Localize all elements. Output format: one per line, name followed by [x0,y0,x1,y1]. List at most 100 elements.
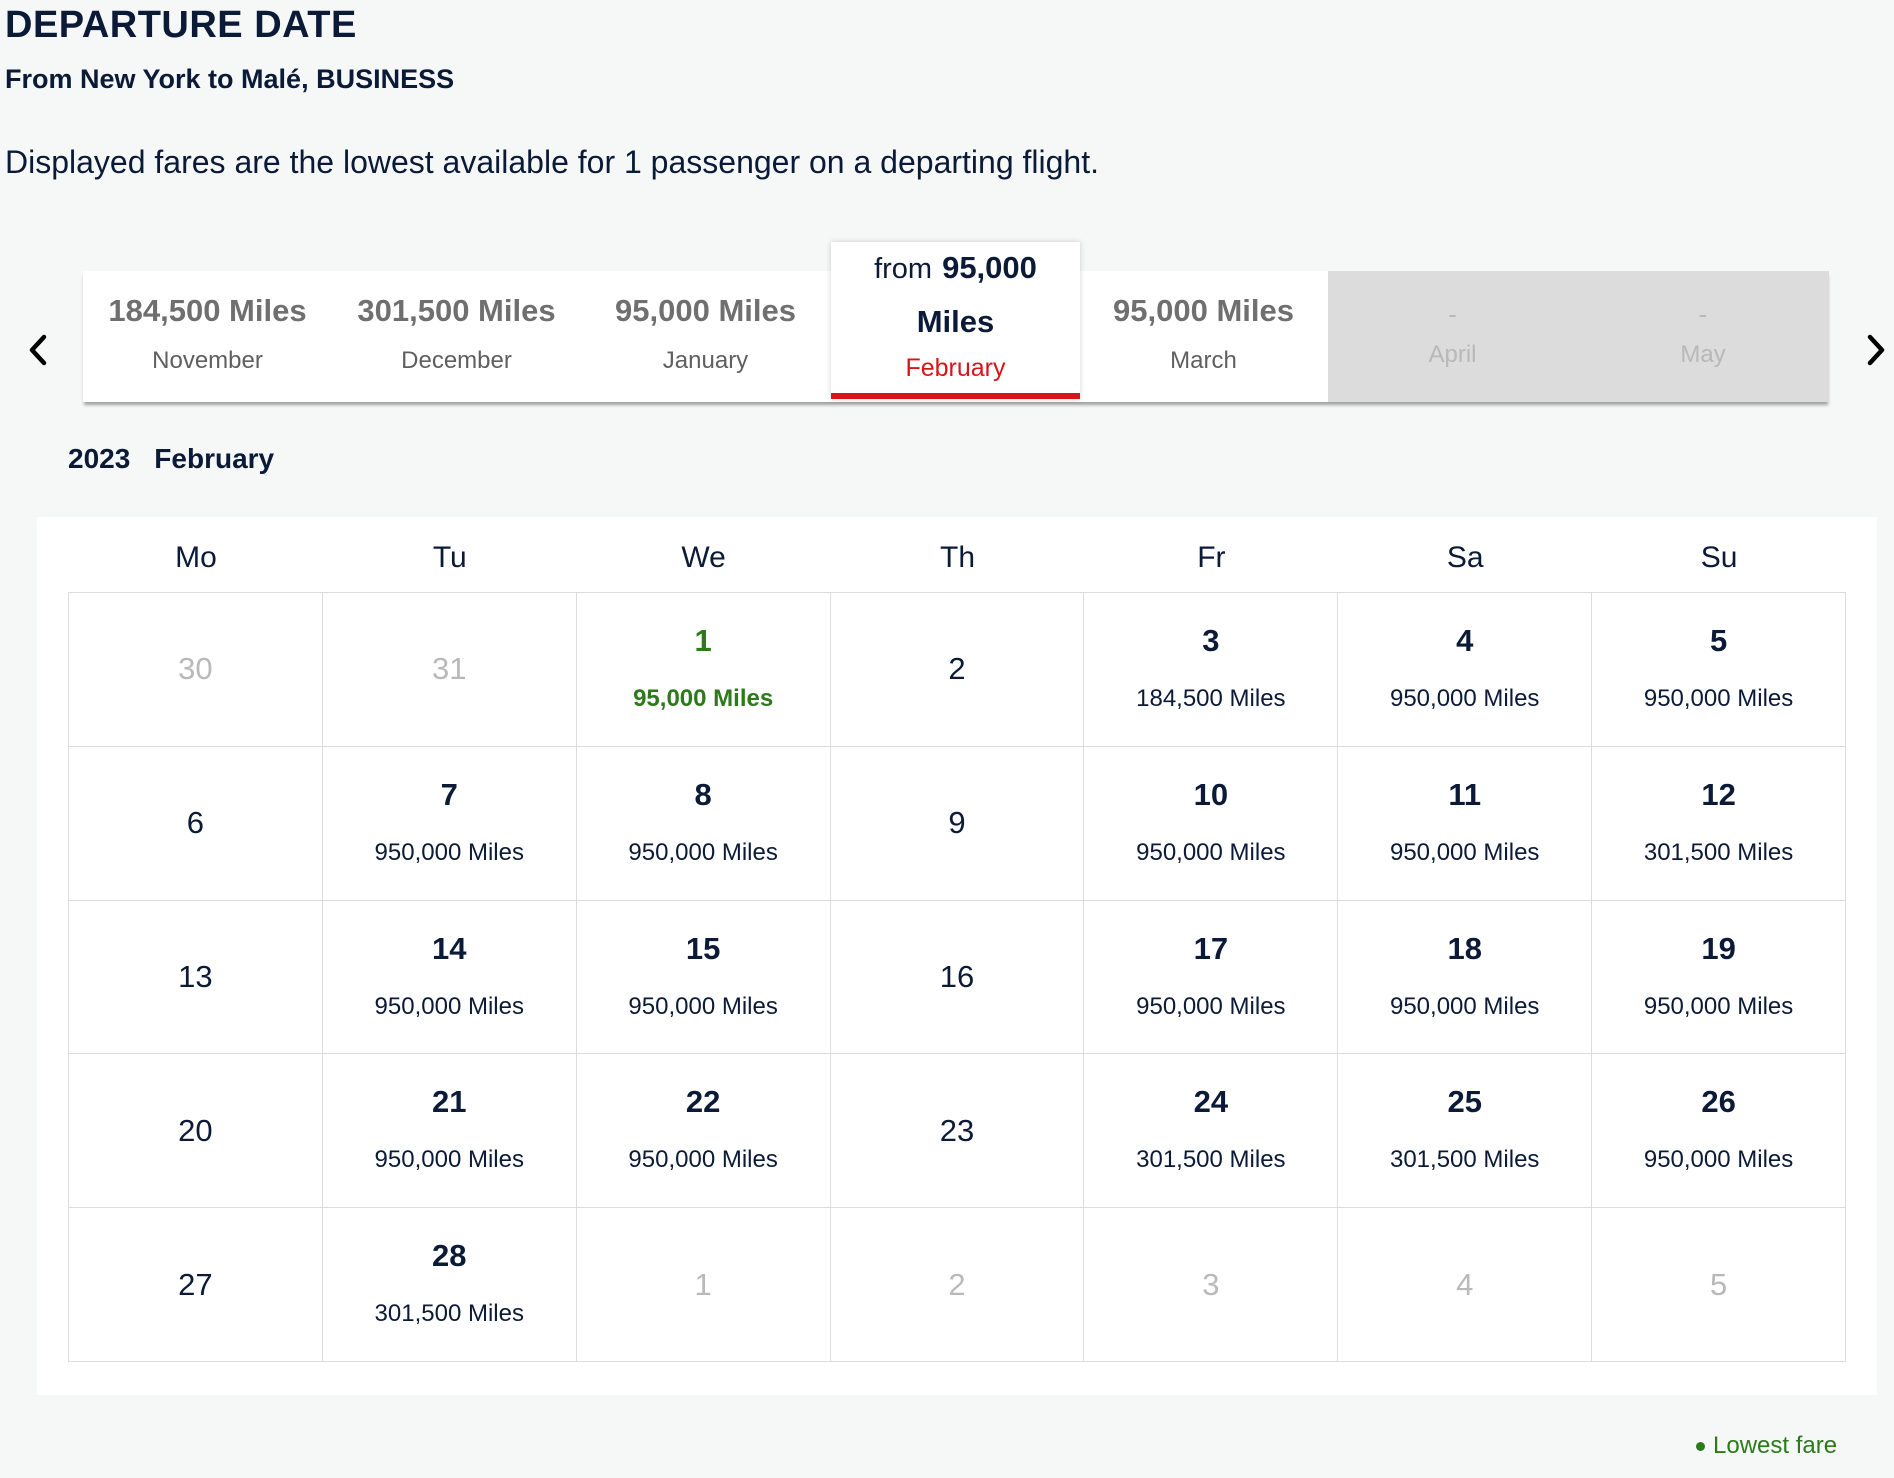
day-number: 24 [1193,1084,1229,1120]
month-tab-march[interactable]: 95,000 Miles March [1079,271,1328,402]
calendar-day-cell[interactable]: 1 95,000 Miles [576,593,831,747]
month-tab-january[interactable]: 95,000 Miles January [581,271,830,402]
day-number: 19 [1701,930,1736,966]
calendar-day-cell: 3 [1084,1208,1339,1362]
calendar-day-cell[interactable]: 26 950,000 Miles [1592,1054,1846,1209]
calendar-day-cell[interactable]: 28 301,500 Miles [322,1208,577,1362]
calendar-day-cell: 13 [69,900,323,1055]
day-number: 14 [432,930,467,966]
calendar-day-cell[interactable]: 14 950,000 Miles [322,900,577,1055]
calendar-day-cell: 20 [69,1054,323,1209]
day-number: 27 [178,1266,213,1302]
month-label: May [1680,341,1726,368]
weekday-label: Tu [432,541,467,574]
day-fare: 950,000 Miles [374,1146,524,1174]
calendar-day-cell[interactable]: 15 950,000 Miles [576,900,831,1055]
month-tab-december[interactable]: 301,500 Miles December [332,271,581,402]
month-tab-april: - April [1328,271,1577,402]
fare-notice: Displayed fares are the lowest available… [5,144,1099,180]
day-number: 25 [1447,1084,1482,1120]
day-number: 2 [948,651,966,687]
calendar-day-cell[interactable]: 7 950,000 Miles [322,746,577,901]
day-fare: 950,000 Miles [1136,992,1286,1020]
month-fare: 95,000 Miles [615,293,796,328]
fare-amount: 95,000 [942,250,1037,285]
calendar-day-cell[interactable]: 19 950,000 Miles [1592,900,1846,1055]
day-number: 30 [178,651,213,687]
chevron-left-icon [29,334,47,366]
lowest-fare-dot-icon [1696,1441,1705,1451]
calendar-day-cell[interactable]: 22 950,000 Miles [576,1054,831,1209]
calendar-day-cell: 30 [69,593,323,747]
calendar-day-cell: 6 [69,746,323,901]
calendar-day-cell[interactable]: 8 950,000 Miles [576,746,831,901]
day-number: 4 [1456,1266,1474,1302]
calendar-day-cell: 2 [830,593,1085,747]
day-number: 23 [939,1112,975,1148]
previous-month-button[interactable] [18,328,58,372]
month-label: February [905,354,1006,382]
weekday-label: We [681,541,726,574]
calendar-day-cell: 16 [830,900,1085,1055]
day-fare: 301,500 Miles [1389,1146,1540,1174]
day-fare: 950,000 Miles [1389,838,1540,866]
calendar-day-cell[interactable]: 11 950,000 Miles [1338,746,1593,901]
weekday-header: Mo Tu We Th Fr Sa Su [69,541,1846,581]
day-fare: 950,000 Miles [1389,992,1540,1020]
page-title: DEPARTURE DATE [5,4,357,46]
calendar-day-cell[interactable]: 12 301,500 Miles [1592,746,1846,901]
calendar-day-cell: 5 [1592,1208,1846,1362]
day-number: 21 [432,1084,467,1120]
calendar-day-cell[interactable]: 10 950,000 Miles [1084,746,1339,901]
weekday-label: Fr [1197,541,1226,574]
day-number: 7 [440,776,458,812]
month-tab-november[interactable]: 184,500 Miles November [83,271,332,402]
calendar-day-cell[interactable]: 4 950,000 Miles [1338,593,1593,747]
day-fare: 950,000 Miles [374,838,524,866]
calendar-month: February [154,443,275,474]
day-number: 17 [1193,930,1229,966]
from-label: from [874,253,933,285]
calendar-day-cell[interactable]: 3 184,500 Miles [1084,593,1339,747]
day-number: 20 [178,1112,213,1148]
calendar-day-cell: 9 [830,746,1085,901]
calendar-day-cell[interactable]: 21 950,000 Miles [322,1054,577,1209]
month-fare: 301,500 Miles [357,293,556,328]
day-fare: 950,000 Miles [1389,685,1540,712]
day-number: 31 [432,651,467,687]
month-label: January [662,347,749,374]
month-label: March [1170,347,1237,374]
day-number: 10 [1193,776,1229,812]
day-number: 28 [432,1238,467,1274]
calendar-grid: 30 31 1 95,000 Miles 2 3 184,500 Miles 4 950,000… [68,592,1846,1362]
day-fare: 950,000 Miles [628,992,778,1020]
weekday-label: Th [940,541,976,574]
month-fare: - [1448,299,1457,329]
day-number: 3 [1202,1266,1220,1302]
day-number: 5 [1709,623,1728,658]
day-number: 1 [694,1266,712,1302]
day-number: 12 [1701,776,1736,812]
calendar-day-cell[interactable]: 25 301,500 Miles [1338,1054,1593,1209]
weekday-label: Mo [175,541,217,574]
chevron-right-icon [1867,334,1885,366]
next-month-button[interactable] [1856,328,1894,372]
day-number: 5 [1709,1266,1728,1302]
month-tab-february[interactable]: from 95,000 Miles February [831,242,1080,399]
calendar-year: 2023 [68,443,131,474]
day-number: 15 [685,930,721,966]
calendar-day-cell[interactable]: 24 301,500 Miles [1084,1054,1339,1209]
day-number: 18 [1447,930,1482,966]
calendar-day-cell[interactable]: 17 950,000 Miles [1084,900,1339,1055]
calendar-day-cell: 2 [830,1208,1085,1362]
day-fare: 301,500 Miles [1136,1146,1286,1174]
calendar-day-cell[interactable]: 5 950,000 Miles [1592,593,1846,747]
day-number: 11 [1448,776,1482,812]
day-number: 13 [178,958,213,994]
day-fare: 950,000 Miles [1643,992,1794,1020]
day-fare: 950,000 Miles [1136,838,1286,866]
route-summary: From New York to Malé, BUSINESS [5,64,455,94]
month-fare: 184,500 Miles [108,293,307,328]
calendar-day-cell[interactable]: 18 950,000 Miles [1338,900,1593,1055]
day-fare: 950,000 Miles [1643,1146,1794,1174]
